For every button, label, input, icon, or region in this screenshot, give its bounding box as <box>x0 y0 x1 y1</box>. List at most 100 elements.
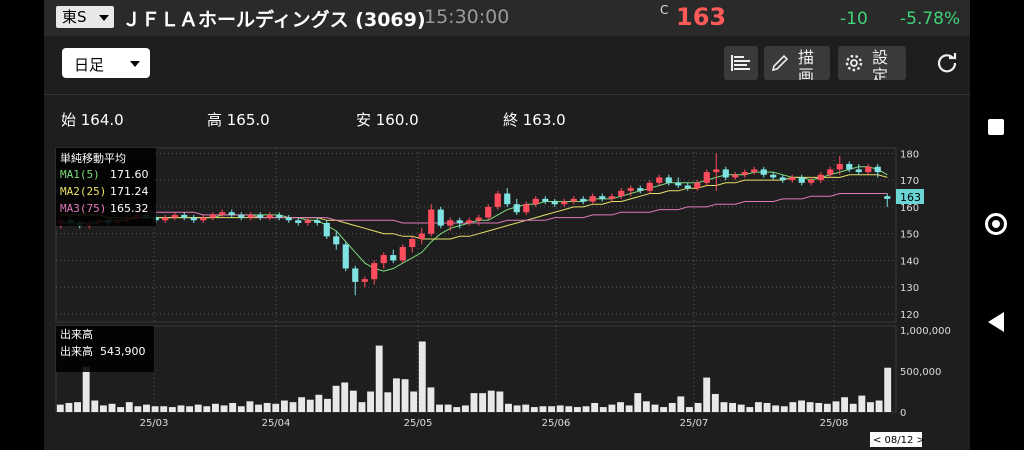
candle-body <box>209 214 216 218</box>
candle-body <box>466 220 473 223</box>
chart-app: 東S ＪＦＬＡホールディングス (3069) 15:30:00 C 163 -1… <box>44 0 970 450</box>
charts[interactable]: 120 130 140 150 160 170 180 25/03 25/04 25/05 25/0… <box>44 146 970 450</box>
volume-bar <box>306 399 314 412</box>
home-icon[interactable] <box>985 213 1007 235</box>
date-tick-label: 25/06 <box>542 418 571 429</box>
candle-body <box>618 190 625 197</box>
candle <box>646 180 653 194</box>
date-cursor[interactable]: < 08/12 > <box>870 432 925 447</box>
candle <box>751 166 758 175</box>
date-tick-label: 25/04 <box>262 418 291 429</box>
period-label: 日足 <box>74 56 105 74</box>
candle <box>732 172 739 181</box>
candle <box>817 172 824 183</box>
volume-bar <box>539 406 547 412</box>
quote-time: 15:30:00 <box>424 6 510 28</box>
candle-body <box>162 217 169 221</box>
current-price-tag-bg <box>896 189 924 204</box>
volume-bar <box>522 404 530 412</box>
volume-bar <box>703 377 711 412</box>
volume-legend: 出来高 出来高 543,900 <box>56 326 154 372</box>
candle-body <box>542 198 549 202</box>
candle-body <box>817 174 824 181</box>
ma1-value: 171.60 <box>110 168 149 181</box>
candle <box>589 193 596 205</box>
candle-body <box>551 201 558 205</box>
volume-bar <box>358 402 366 412</box>
candle-body <box>418 233 425 240</box>
candle <box>371 260 378 285</box>
price-flag: C <box>660 3 669 17</box>
refresh-icon[interactable] <box>936 52 958 74</box>
candle <box>238 212 245 221</box>
volume-bar <box>806 402 814 412</box>
candle <box>219 209 226 218</box>
draw-button[interactable]: 描画 <box>764 46 830 80</box>
candle-body <box>266 214 273 218</box>
candle <box>247 212 254 221</box>
android-nav-bar <box>970 0 1024 450</box>
candle <box>561 198 568 207</box>
candle-body <box>504 193 511 205</box>
price-tick-label: 130 <box>900 283 919 294</box>
price-change: -10 <box>840 9 868 29</box>
volume-bar <box>367 391 375 412</box>
volume-bar <box>556 405 564 412</box>
stock-code: (3069) <box>355 9 426 31</box>
volume-bar <box>582 406 590 412</box>
candle <box>798 174 805 186</box>
candle <box>513 198 520 215</box>
volume-bar <box>798 400 805 412</box>
volume-bar <box>548 406 556 412</box>
settings-button[interactable]: 設定 <box>838 46 906 80</box>
volume-bar <box>505 403 512 412</box>
volume-bar <box>289 402 297 412</box>
candle-body <box>409 239 416 248</box>
price-tick-label: 150 <box>900 230 919 241</box>
ma-line-3 <box>60 193 888 224</box>
candle <box>846 161 853 173</box>
price-tick-label: 160 <box>900 203 919 214</box>
low-value: 安 160.0 <box>356 111 419 129</box>
candle <box>257 212 264 221</box>
volume-bar <box>763 402 771 412</box>
date-cursor-bg <box>870 432 922 447</box>
chart-toolbar: 日足 描画 設定 <box>44 36 970 95</box>
candle <box>190 214 197 223</box>
back-icon[interactable] <box>988 312 1004 332</box>
candle <box>542 196 549 205</box>
candle <box>865 164 872 175</box>
candle <box>181 212 188 221</box>
candle-body <box>770 174 777 178</box>
market-selector[interactable]: 東S <box>56 6 114 28</box>
candle-body <box>428 209 435 234</box>
volume-bar <box>565 406 573 412</box>
candle-body <box>760 169 767 175</box>
volume-legend-bg <box>56 326 154 372</box>
volume-bar <box>720 402 728 412</box>
volume-bar <box>617 402 624 412</box>
list-button[interactable] <box>724 46 758 80</box>
volume-bar <box>660 407 668 412</box>
ma1-name: MA1(5) <box>60 168 100 181</box>
volume-bar <box>444 404 452 412</box>
candle <box>855 164 862 175</box>
candle-body <box>570 198 577 202</box>
candle <box>760 166 767 178</box>
candle-body <box>694 182 701 189</box>
recent-apps-icon[interactable] <box>988 119 1004 135</box>
volume-bar <box>668 402 676 412</box>
quote-header: 東S ＪＦＬＡホールディングス (3069) 15:30:00 C 163 -1… <box>44 0 970 36</box>
candle-body <box>190 217 197 221</box>
candle-body <box>684 185 691 189</box>
volume-bar <box>530 407 538 412</box>
candle <box>789 174 796 183</box>
period-select[interactable]: 日足 <box>62 48 150 78</box>
candle-body <box>874 166 881 173</box>
candle-body <box>722 169 729 178</box>
close-value: 終 163.0 <box>503 111 566 129</box>
price-tick-label: 180 <box>900 149 919 160</box>
volume-bar <box>82 366 90 412</box>
volume-bar <box>746 407 754 412</box>
candle-body <box>342 244 349 269</box>
